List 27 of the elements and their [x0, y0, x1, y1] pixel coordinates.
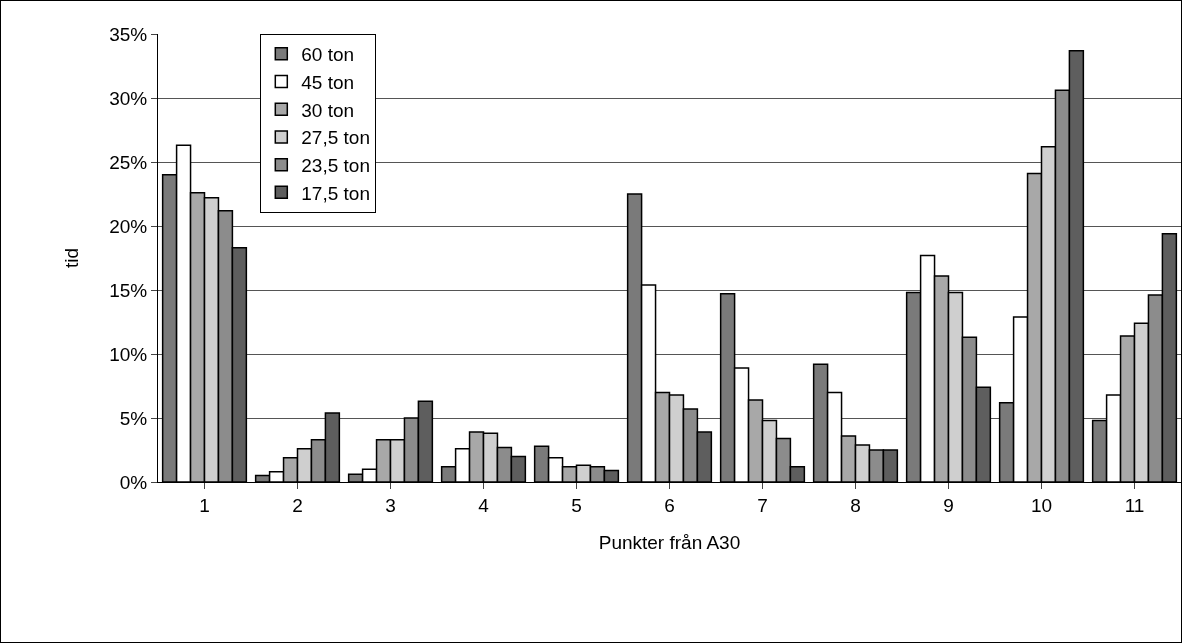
y-tick-label: 35%: [109, 23, 148, 45]
legend-label: 60 ton: [301, 44, 355, 66]
y-tick-label: 30%: [109, 87, 148, 109]
y-axis-title: tid: [61, 247, 83, 269]
x-axis-title: Punkter från A30: [598, 531, 741, 553]
legend-label: 23,5 ton: [301, 155, 370, 177]
x-tick-label: 10: [1030, 494, 1053, 516]
legend-label: 27,5 ton: [301, 127, 370, 149]
legend-label: 45 ton: [301, 71, 355, 93]
x-tick-label: 1: [199, 494, 210, 516]
x-tick-label: 11: [1124, 494, 1145, 516]
y-tick-label: 25%: [109, 151, 148, 173]
y-tick-label: 15%: [109, 279, 148, 301]
y-tick-label: 20%: [109, 215, 148, 237]
x-tick-label: 6: [664, 494, 675, 516]
x-tick-label: 2: [292, 494, 303, 516]
x-tick-label: 9: [943, 494, 954, 516]
y-tick-label: 10%: [109, 343, 148, 365]
y-tick-label: 0%: [119, 471, 148, 493]
x-tick-label: 3: [385, 494, 396, 516]
x-tick-label: 5: [571, 494, 582, 516]
y-tick-label: 5%: [119, 407, 148, 429]
x-tick-label: 7: [757, 494, 768, 516]
x-tick-label: 4: [478, 494, 490, 516]
legend-label: 17,5 ton: [301, 182, 370, 204]
legend-label: 30 ton: [301, 99, 355, 121]
x-tick-label: 8: [850, 494, 861, 516]
